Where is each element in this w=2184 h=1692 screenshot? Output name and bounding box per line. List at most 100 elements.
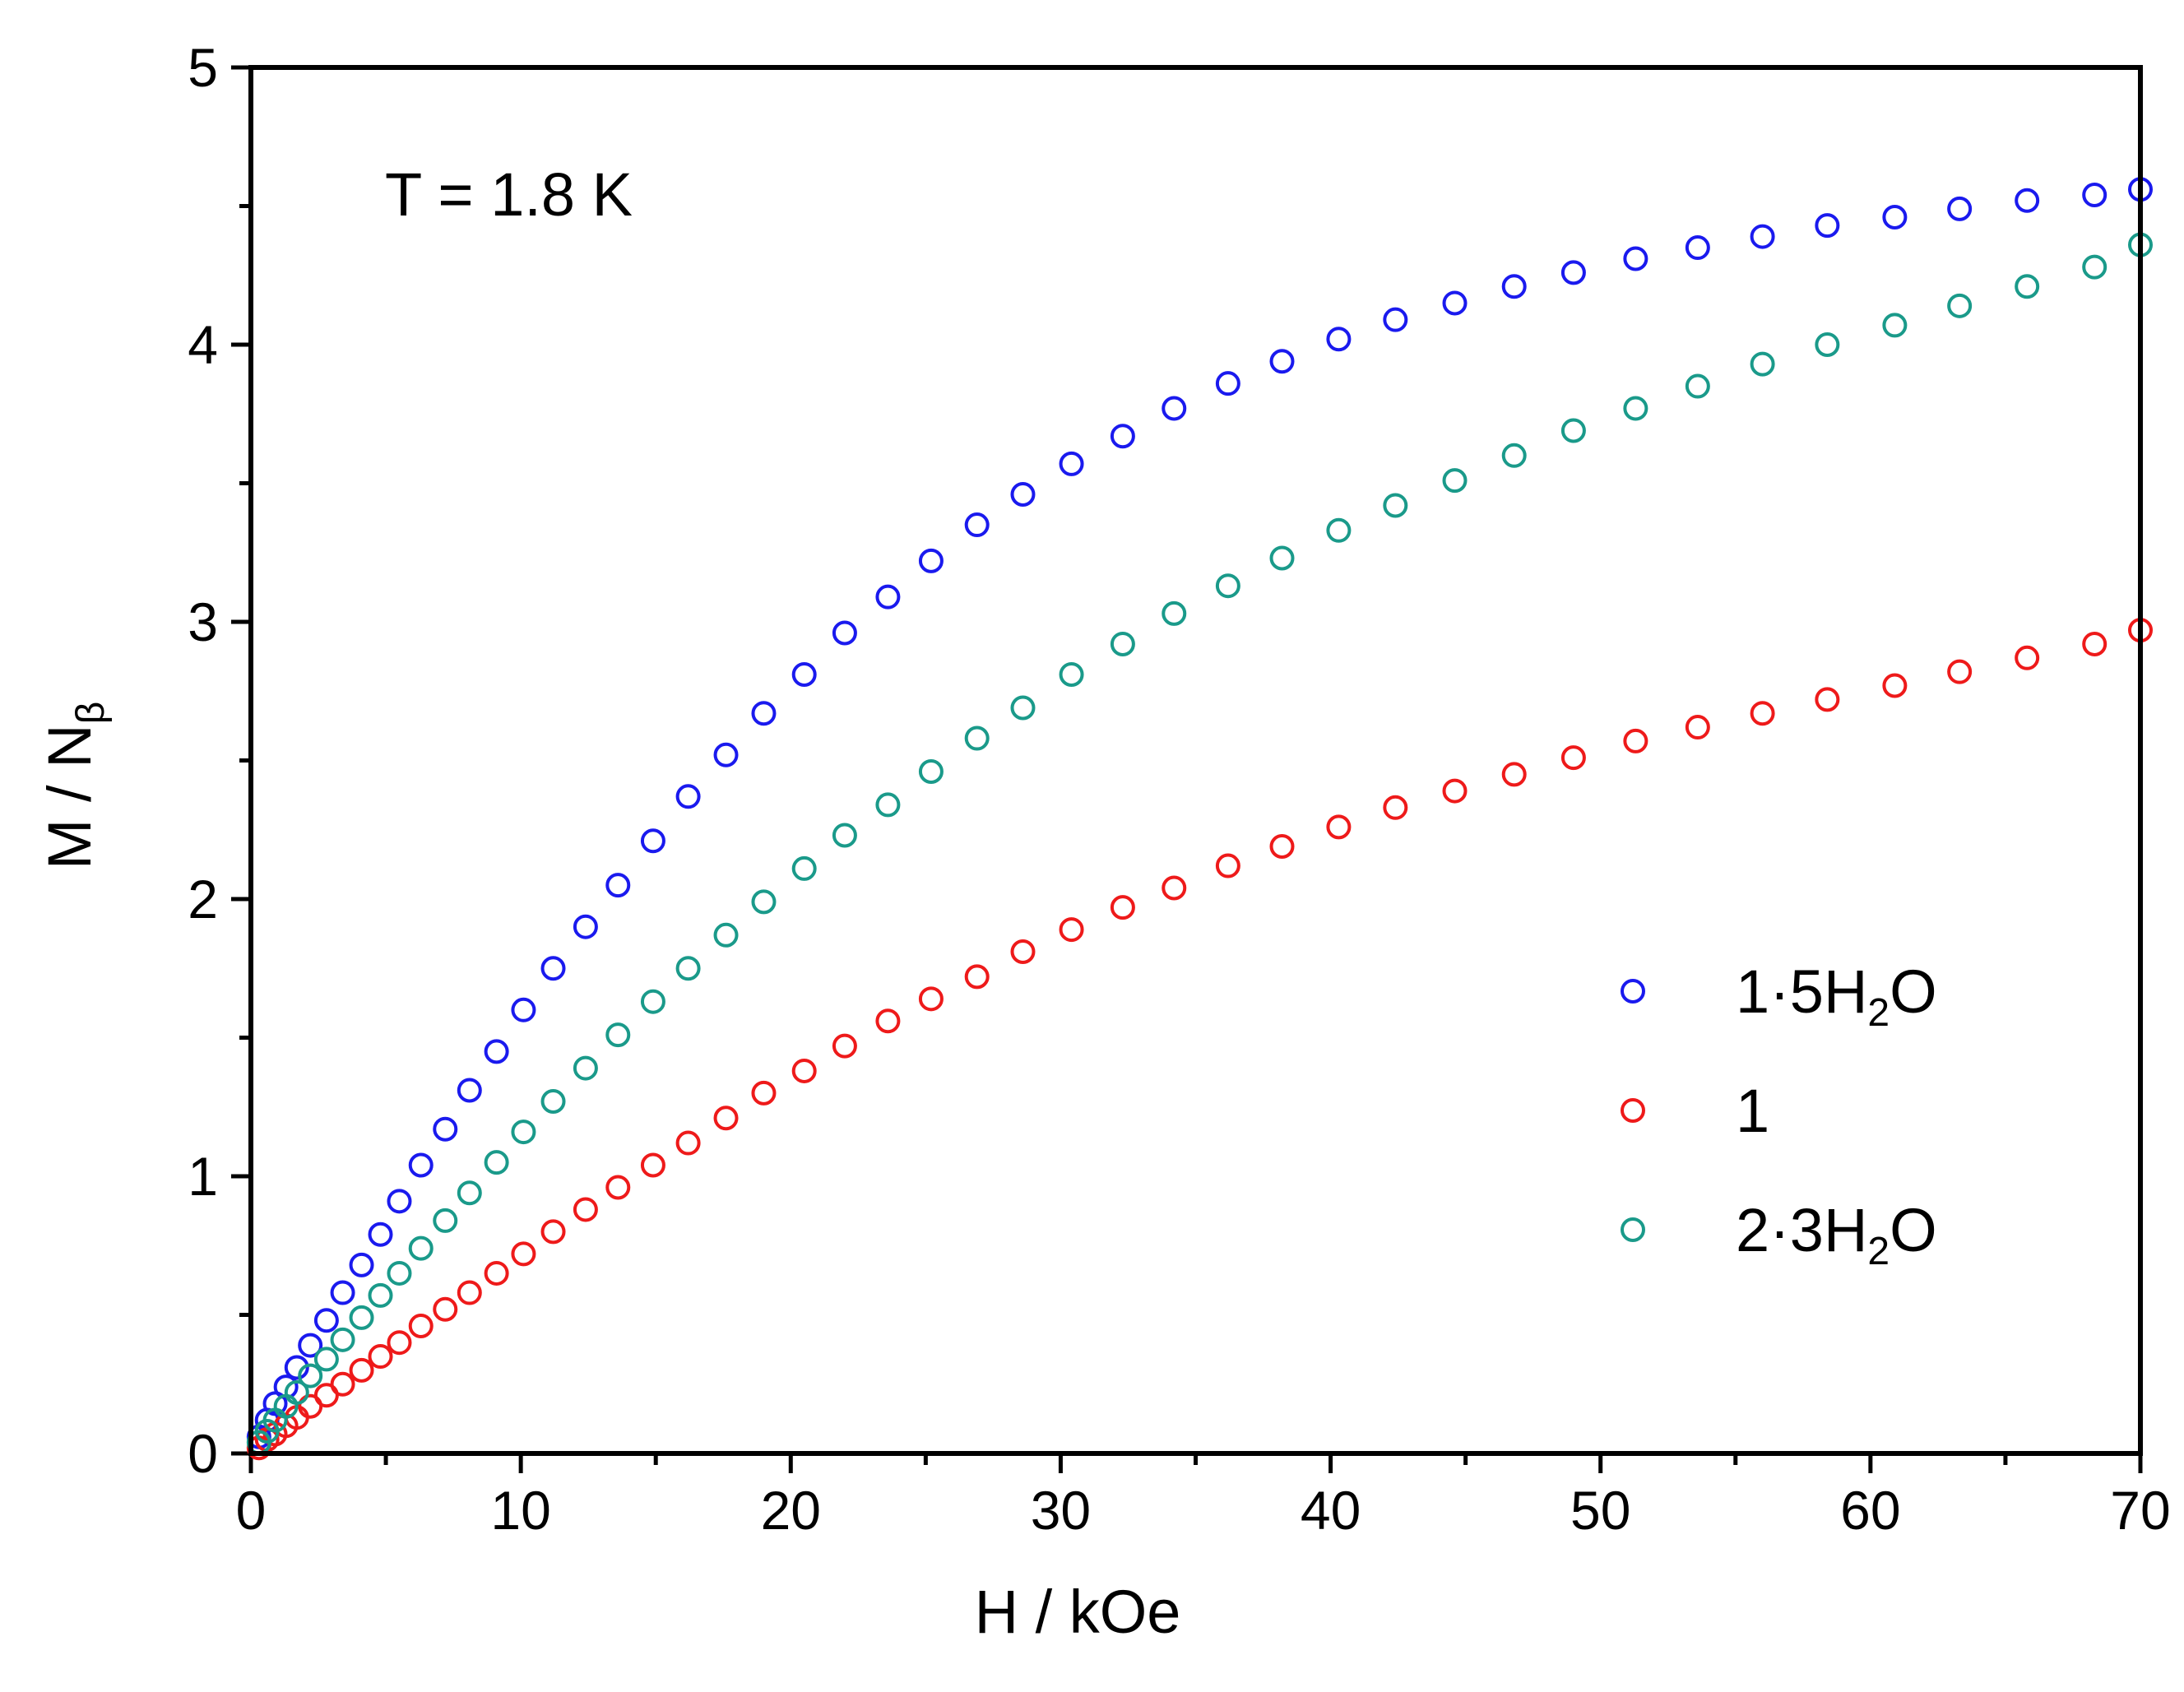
data-point xyxy=(1110,631,1135,656)
data-point xyxy=(1215,573,1240,599)
data-point xyxy=(640,828,665,854)
data-point xyxy=(298,1333,323,1358)
x-tick-label: 60 xyxy=(1840,1480,1900,1541)
data-point xyxy=(1326,327,1352,352)
data-point xyxy=(484,1150,509,1175)
data-point xyxy=(1685,715,1710,740)
legend-marker xyxy=(1621,1217,1645,1242)
data-point xyxy=(1882,313,1908,338)
data-point xyxy=(349,1252,374,1277)
data-point xyxy=(408,1235,434,1261)
data-point xyxy=(1215,853,1240,878)
data-point xyxy=(349,1357,374,1383)
data-point xyxy=(387,1189,412,1214)
data-point xyxy=(640,989,665,1014)
data-point xyxy=(298,1393,323,1419)
data-point xyxy=(1815,213,1840,239)
data-point xyxy=(573,1055,598,1081)
data-point xyxy=(511,997,536,1022)
data-point xyxy=(313,1308,339,1333)
data-point xyxy=(918,758,944,784)
data-point xyxy=(484,1260,509,1286)
data-point xyxy=(368,1221,393,1247)
data-point xyxy=(918,548,944,573)
y-axis-title-subscript: β xyxy=(69,702,113,725)
data-point xyxy=(1326,814,1352,840)
data-point xyxy=(1010,695,1036,721)
data-point xyxy=(713,1106,739,1131)
data-point xyxy=(713,742,739,767)
data-point xyxy=(1110,424,1135,449)
data-point xyxy=(875,1008,901,1034)
y-tick-label: 1 xyxy=(188,1146,218,1207)
y-tick-label: 0 xyxy=(188,1423,218,1484)
legend-item: 2·3H2O xyxy=(1621,1196,1937,1273)
data-point xyxy=(540,1219,566,1245)
data-point xyxy=(1383,795,1408,820)
data-point xyxy=(511,1120,536,1145)
data-point xyxy=(433,1116,458,1142)
data-point xyxy=(573,1197,598,1222)
data-point xyxy=(1010,939,1036,965)
data-point xyxy=(832,620,857,646)
x-tick-label: 10 xyxy=(490,1480,550,1541)
data-point xyxy=(1383,307,1408,332)
legend-marker xyxy=(1621,1098,1645,1123)
legend-item: 1 xyxy=(1621,1077,1769,1145)
data-point xyxy=(751,701,777,726)
data-point xyxy=(387,1330,412,1356)
data-point xyxy=(713,922,739,948)
data-point xyxy=(2015,274,2040,299)
data-point xyxy=(1501,443,1527,468)
x-tick-label: 0 xyxy=(236,1480,267,1541)
data-point xyxy=(791,855,817,881)
data-point xyxy=(330,1327,355,1352)
data-point xyxy=(751,889,777,915)
data-point xyxy=(1947,293,1973,318)
data-point xyxy=(1947,196,1973,221)
legend-label: 2·3H2O xyxy=(1736,1196,1937,1273)
data-point xyxy=(875,584,901,610)
data-point xyxy=(1685,235,1710,261)
data-point xyxy=(1162,396,1187,421)
data-point xyxy=(675,1130,701,1156)
series-1 xyxy=(246,177,2153,1449)
data-point xyxy=(457,1180,482,1206)
data-point xyxy=(298,1363,323,1388)
data-point xyxy=(1162,875,1187,901)
data-point xyxy=(1326,517,1352,543)
data-point xyxy=(1882,673,1908,698)
data-point xyxy=(1882,204,1908,229)
data-point xyxy=(1750,224,1775,249)
data-point xyxy=(1442,468,1468,494)
data-point xyxy=(605,1022,631,1048)
data-point xyxy=(1010,481,1036,507)
x-tick-label: 30 xyxy=(1031,1480,1091,1541)
data-point xyxy=(540,1089,566,1115)
data-point xyxy=(1162,600,1187,626)
data-point xyxy=(433,1296,458,1322)
data-point xyxy=(2082,631,2107,656)
series-2 xyxy=(246,618,2153,1461)
y-axis-title: M / Nβ xyxy=(35,702,113,869)
data-point xyxy=(675,956,701,981)
data-point xyxy=(1059,662,1084,688)
data-point xyxy=(1750,351,1775,377)
data-point xyxy=(791,662,817,688)
data-point xyxy=(313,1347,339,1372)
data-point xyxy=(605,873,631,898)
data-point xyxy=(330,1280,355,1305)
data-point xyxy=(675,784,701,809)
x-tick-label: 50 xyxy=(1570,1480,1630,1541)
data-point xyxy=(1623,396,1648,421)
data-point xyxy=(1442,290,1468,316)
data-point xyxy=(1815,687,1840,712)
data-point xyxy=(1442,778,1468,804)
data-point xyxy=(2082,183,2107,208)
data-point xyxy=(2015,645,2040,670)
y-tick-label: 2 xyxy=(188,869,218,929)
data-points xyxy=(246,177,2153,1461)
data-point xyxy=(1269,833,1295,859)
data-point xyxy=(408,1152,434,1178)
